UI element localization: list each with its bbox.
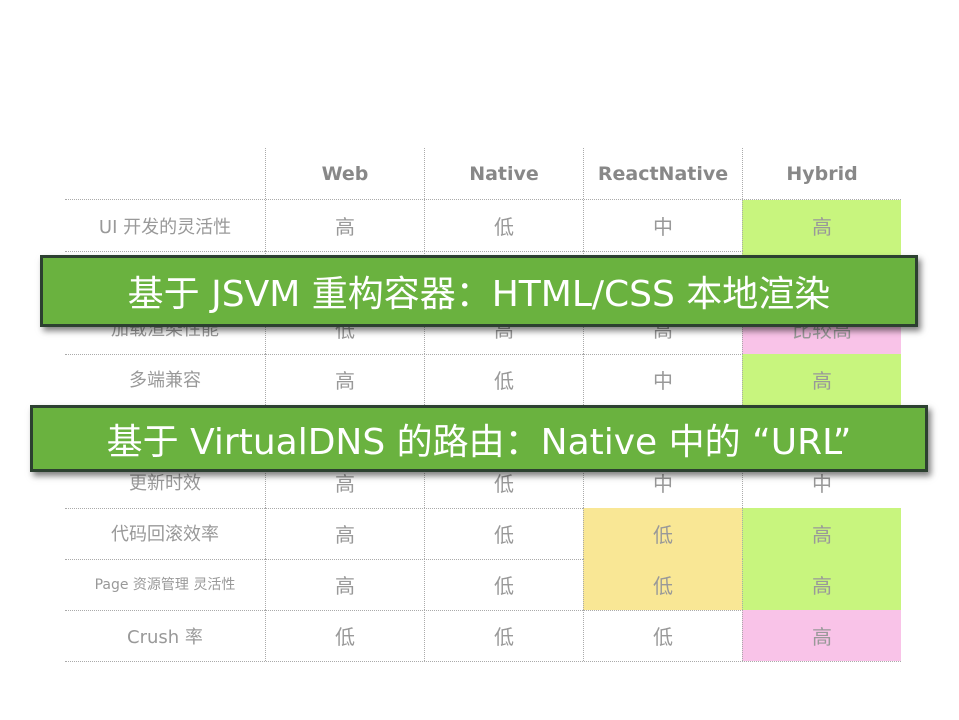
table-cell: 中 <box>583 353 742 405</box>
table-cell: 低 <box>424 610 583 662</box>
table-cell: 低 <box>583 610 742 662</box>
table-cell: 低 <box>265 610 424 662</box>
table-row: Crush 率低低低高 <box>65 610 901 663</box>
virtualdns-banner: 基于 VirtualDNS 的路由：Native 中的 “URL” <box>30 405 928 472</box>
table-row: 多端兼容高低中高 <box>65 353 901 406</box>
row-label: 代码回滚效率 <box>111 524 219 546</box>
table-cell: 高 <box>742 200 901 251</box>
table-cell: 高 <box>265 200 424 251</box>
header-row: Web Native ReactNative Hybrid <box>65 148 901 200</box>
jsvm-banner: 基于 JSVM 重构容器：HTML/CSS 本地渲染 <box>40 255 918 327</box>
table-cell: 高 <box>265 507 424 559</box>
table-cell: 高 <box>742 559 901 611</box>
column-header: ReactNative <box>583 148 742 199</box>
table-row: Page 资源管理 灵活性高低低高 <box>65 559 901 612</box>
column-header <box>65 148 265 199</box>
table-cell: 高 <box>265 559 424 611</box>
table-row: 更新时效高低中中 <box>65 456 901 509</box>
row-label: UI 开发的灵活性 <box>98 216 232 238</box>
table-cell: 中 <box>583 456 742 508</box>
table-cell: 低 <box>424 507 583 559</box>
table-row: 代码回滚效率高低低高 <box>65 507 901 560</box>
column-header: Hybrid <box>742 148 901 199</box>
column-header: Native <box>424 148 583 199</box>
table-cell: 低 <box>424 200 583 251</box>
row-label: 更新时效 <box>129 473 201 494</box>
table-cell: 高 <box>742 610 901 662</box>
table-row: UI 开发的灵活性高低中高 <box>65 200 901 252</box>
column-header: Web <box>265 148 424 199</box>
table-cell: 中 <box>742 456 901 508</box>
row-label: Page 资源管理 灵活性 <box>94 576 236 593</box>
table-cell: 低 <box>583 559 742 611</box>
table-cell: 中 <box>583 200 742 251</box>
row-label: Crush 率 <box>127 626 203 648</box>
table-cell: 低 <box>424 456 583 508</box>
table-cell: 低 <box>424 559 583 611</box>
table-cell: 低 <box>424 353 583 405</box>
table-cell: 高 <box>742 353 901 405</box>
table-cell: 高 <box>742 507 901 559</box>
table-cell: 低 <box>583 507 742 559</box>
table-cell: 高 <box>265 456 424 508</box>
table-cell: 高 <box>265 353 424 405</box>
row-label: 多端兼容 <box>129 370 201 392</box>
